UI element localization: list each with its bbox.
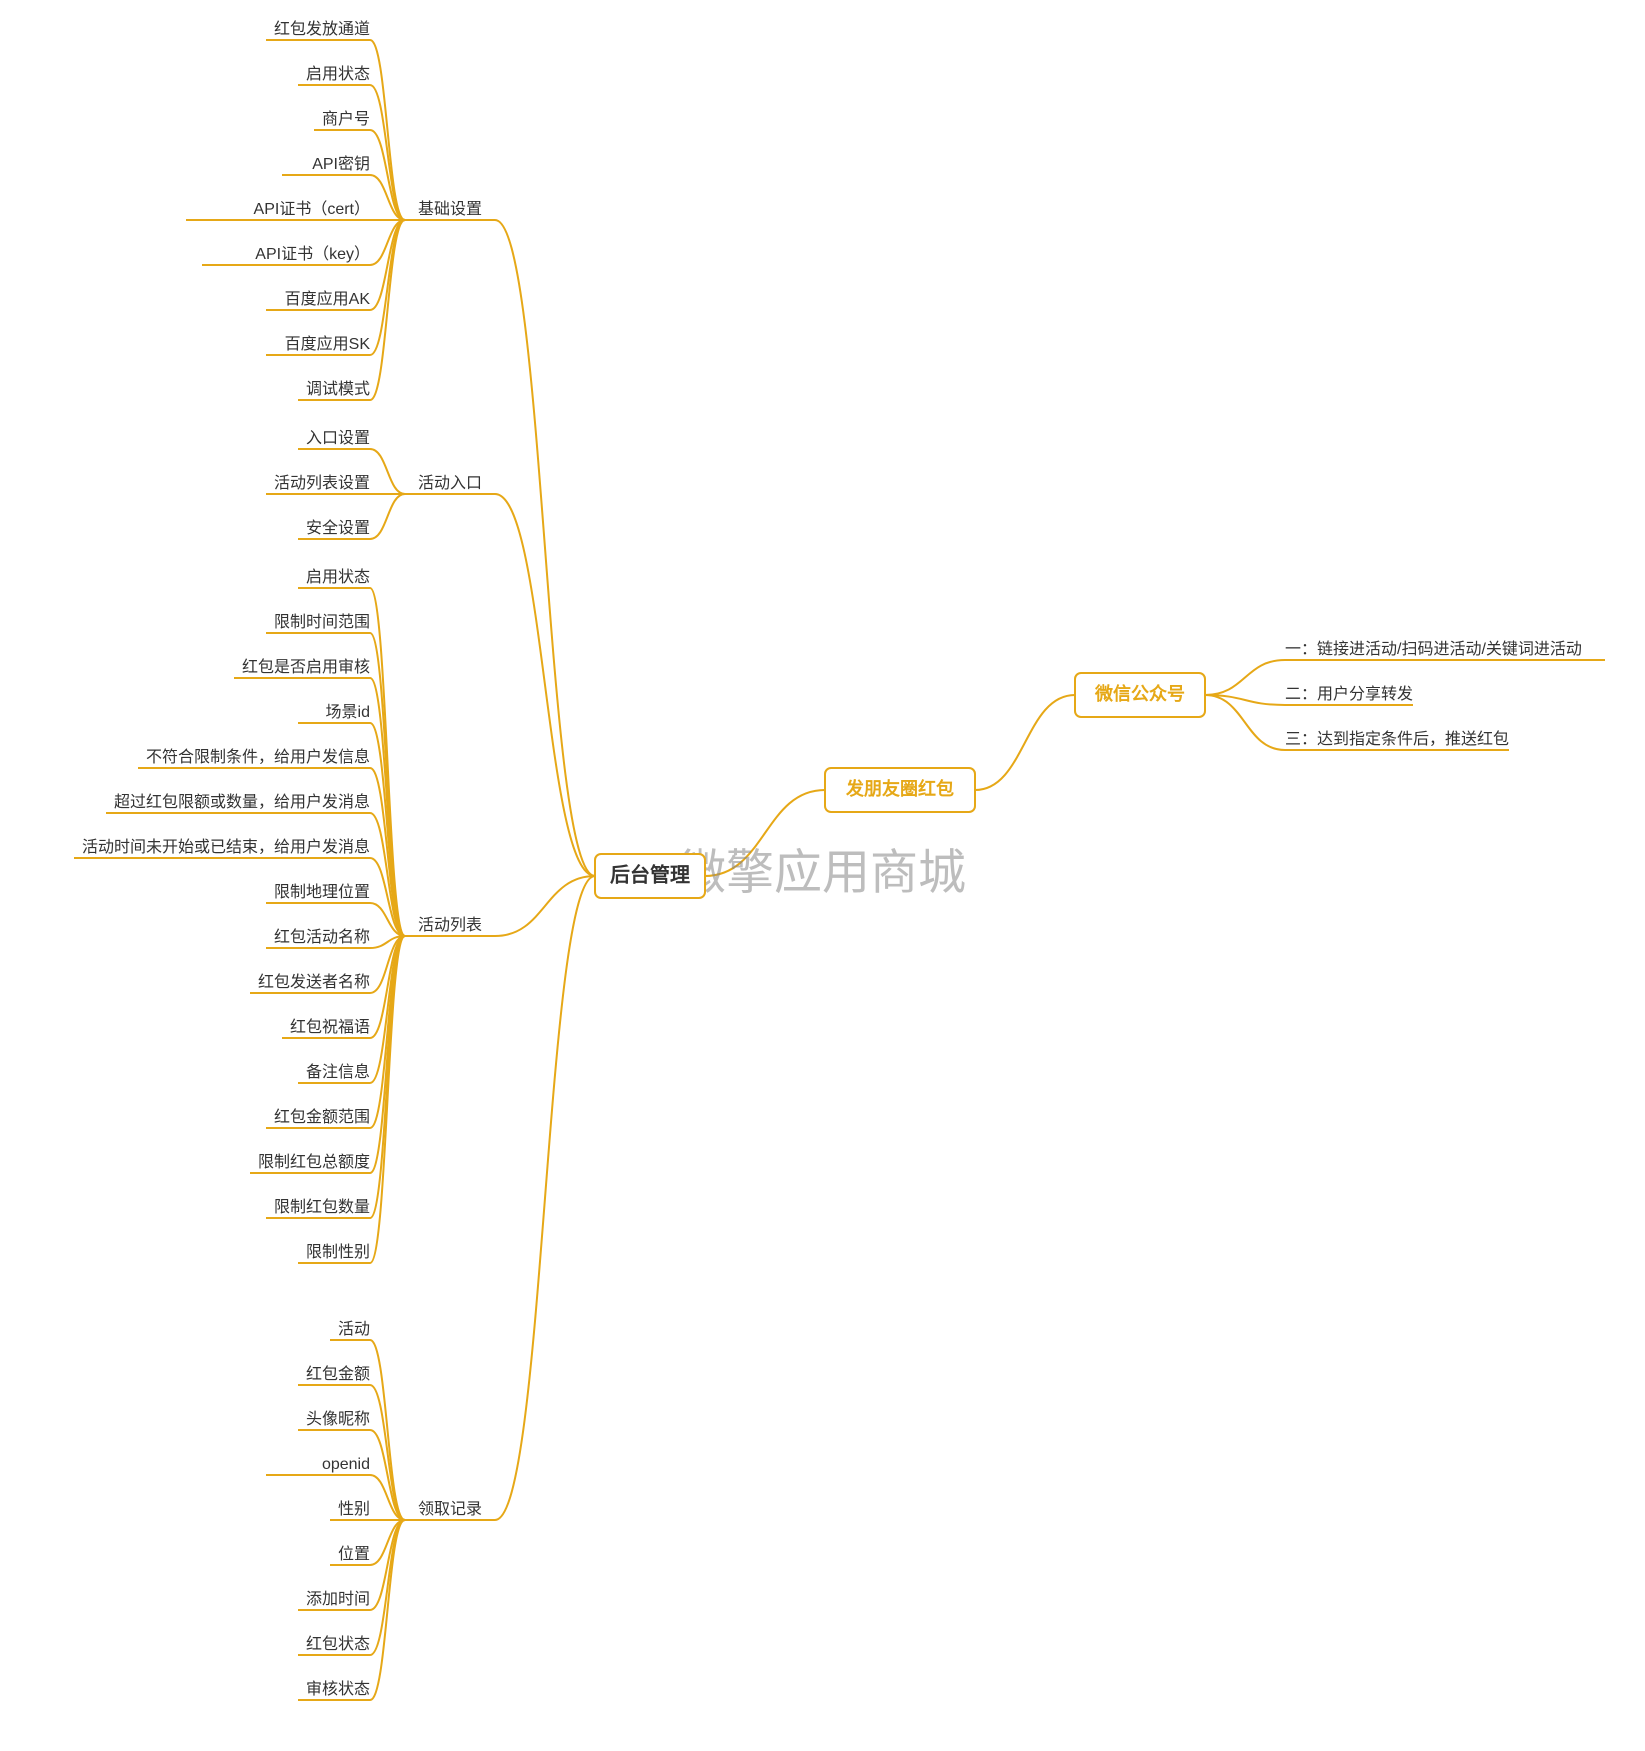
leaf-label: 启用状态 [306,568,370,586]
leaf-label: 红包状态 [306,1635,370,1653]
nodes: 后台管理 发朋友圈红包 微信公众号 一：链接进活动/扫码进活动/关键词进活动二：用户分… [74,20,1605,1700]
leaf-label: 审核状态 [306,1680,370,1698]
leaf-label: 限制地理位置 [274,883,370,901]
branch-share-label: 发朋友圈红包 [845,778,954,799]
leaf-label: 调试模式 [306,380,370,398]
leaf-label: 限制性别 [306,1243,370,1261]
leaf-label: 百度应用AK [285,289,371,308]
leaf-label: 红包金额范围 [274,1108,370,1126]
leaf-label: 红包发放通道 [274,20,370,38]
leaf-label: 活动 [338,1320,370,1338]
leaf-label: 启用状态 [306,65,370,83]
leaf-label: 红包祝福语 [290,1018,370,1036]
right-leaf: 二：用户分享转发 [1285,685,1413,703]
leaf-label: 限制红包数量 [274,1198,370,1216]
leaf-label: 头像昵称 [306,1410,370,1428]
mindmap-canvas: 微擎应用商城后台管理发朋友圈红包微信公众号一：链接进活动/扫码进活动/关键词进活… [0,0,1645,1751]
leaf-label: 超过红包限额或数量，给用户发消息 [114,793,370,811]
branch-wechat-label: 微信公众号 [1094,683,1185,704]
right-leaf: 三：达到指定条件后，推送红包 [1285,730,1509,748]
leaf-label: 红包活动名称 [274,928,370,946]
leaf-label: 添加时间 [306,1590,370,1608]
category-label: 活动列表 [418,916,482,934]
leaf-label: 活动时间未开始或已结束，给用户发消息 [82,838,370,856]
connectors [370,40,1285,1700]
leaf-label: 备注信息 [306,1063,370,1081]
leaf-label: 限制红包总额度 [258,1153,370,1171]
leaf-label: 入口设置 [306,429,370,447]
leaf-label: API证书（key） [255,245,370,263]
leaf-label: 活动列表设置 [274,474,370,492]
leaf-label: 性别 [338,1500,370,1518]
leaf-label: 不符合限制条件，给用户发信息 [146,748,370,766]
leaf-label: 场景id [326,703,370,721]
root-label: 后台管理 [610,862,690,886]
category-label: 领取记录 [418,1500,482,1518]
leaf-label: 红包发送者名称 [258,973,370,991]
leaf-label: API密钥 [312,155,370,173]
leaf-label: 红包是否启用审核 [242,658,370,676]
leaf-label: 百度应用SK [285,334,371,353]
leaf-label: 限制时间范围 [274,613,370,631]
right-leaf: 一：链接进活动/扫码进活动/关键词进活动 [1285,640,1582,658]
leaf-label: 位置 [338,1545,370,1563]
leaf-label: 商户号 [322,110,370,128]
category-label: 活动入口 [418,474,482,492]
leaf-label: 安全设置 [306,519,370,537]
category-label: 基础设置 [418,200,482,218]
leaf-label: openid [322,1456,370,1473]
leaf-label: API证书（cert） [254,200,370,218]
leaf-label: 红包金额 [306,1365,370,1383]
